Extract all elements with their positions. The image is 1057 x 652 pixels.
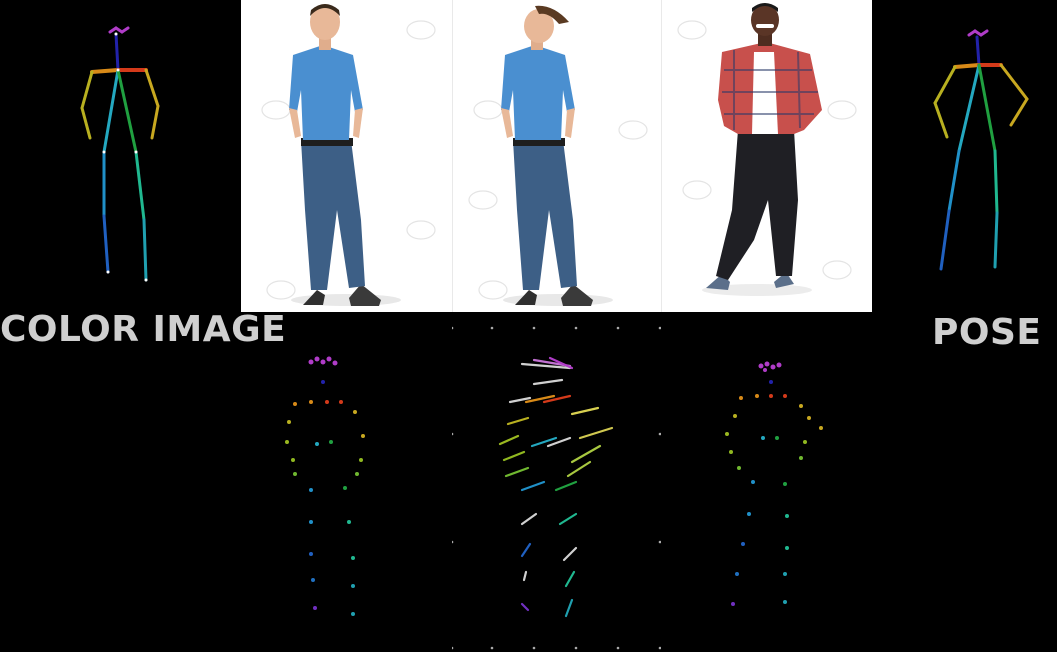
photo-person-1	[241, 0, 452, 312]
keypoints-panel-3	[661, 322, 871, 652]
head-keypoints	[758, 361, 782, 372]
skeleton-right-figure	[933, 29, 1029, 271]
head-keypoints	[308, 356, 338, 366]
skeleton-left-figure	[80, 26, 160, 282]
photo-person-3	[661, 0, 872, 312]
watermark-icon	[261, 20, 436, 300]
watermark-icon	[677, 20, 857, 280]
photo-person-2	[452, 0, 662, 312]
color-image-label: COLOR IMAGE	[0, 309, 287, 350]
body-keypoints	[285, 400, 365, 616]
grid-markers	[452, 326, 661, 650]
skeleton-right	[925, 25, 1035, 275]
pose-label: POSE	[932, 312, 1042, 353]
keypoints-panel-1	[241, 322, 452, 652]
skeleton-left	[70, 20, 170, 290]
motion-vectors	[498, 356, 614, 618]
keypoints-panel-2	[452, 322, 661, 652]
body-keypoints	[725, 394, 823, 606]
